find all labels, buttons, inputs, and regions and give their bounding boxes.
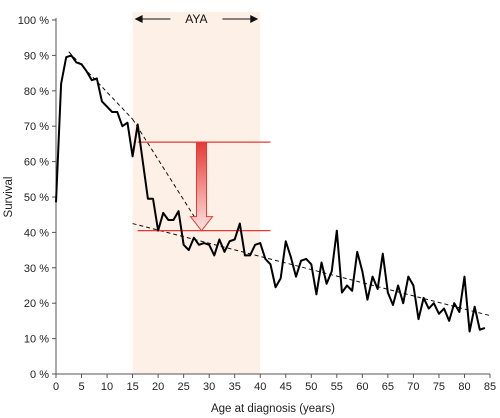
y-tick-label: 40 % [24,227,49,239]
y-tick-label: 20 % [24,298,49,310]
x-tick-label: 60 [356,381,368,393]
x-tick-label: 25 [178,381,190,393]
x-tick-label: 45 [280,381,292,393]
x-tick-label: 20 [152,381,164,393]
trend-lines [68,51,491,317]
drop-arrow [189,141,214,232]
x-axis-title: Age at diagnosis (years) [211,403,335,415]
x-tick-label: 65 [382,381,394,393]
x-tick-label: 40 [254,381,266,393]
aya-indicator: AYA [134,12,259,26]
y-tick-label: 50 % [24,192,49,204]
x-tick-label: 35 [229,381,241,393]
drop-arrow-shape [189,141,214,232]
y-tick-label: 90 % [24,50,49,62]
x-ticks: 0 5 10 15 20 25 30 35 40 45 50 55 60 65 70 75 80 85 [53,374,496,393]
x-tick-label: 75 [433,381,445,393]
y-tick-label: 10 % [24,334,49,346]
aya-arrowhead-right [250,15,259,23]
aya-arrowhead-left [134,15,143,23]
y-tick-label: 30 % [24,263,49,275]
y-tick-label: 0 % [30,369,49,381]
x-tick-label: 50 [305,381,317,393]
x-tick-label: 30 [203,381,215,393]
x-tick-label: 85 [484,381,496,393]
y-tick-label: 100 % [18,15,49,27]
x-tick-label: 0 [53,381,59,393]
trend-line-1 [68,51,133,120]
x-tick-label: 5 [78,381,84,393]
x-tick-label: 55 [331,381,343,393]
trend-line-2 [132,118,197,221]
aya-label: AYA [185,12,207,26]
y-tick-label: 70 % [24,121,49,133]
x-tick-label: 15 [126,381,138,393]
y-tick-label: 80 % [24,86,49,98]
y-tick-label: 60 % [24,157,49,169]
y-ticks: 0 % 10 % 20 % 30 % 40 % 50 % 60 % 70 % 80 % 90 % 1… [18,15,56,381]
x-tick-label: 70 [407,381,419,393]
x-tick-label: 10 [101,381,113,393]
x-tick-label: 80 [458,381,470,393]
survival-series-line [55,54,486,333]
axes [55,18,490,375]
y-axis-title: Survival [3,177,15,218]
